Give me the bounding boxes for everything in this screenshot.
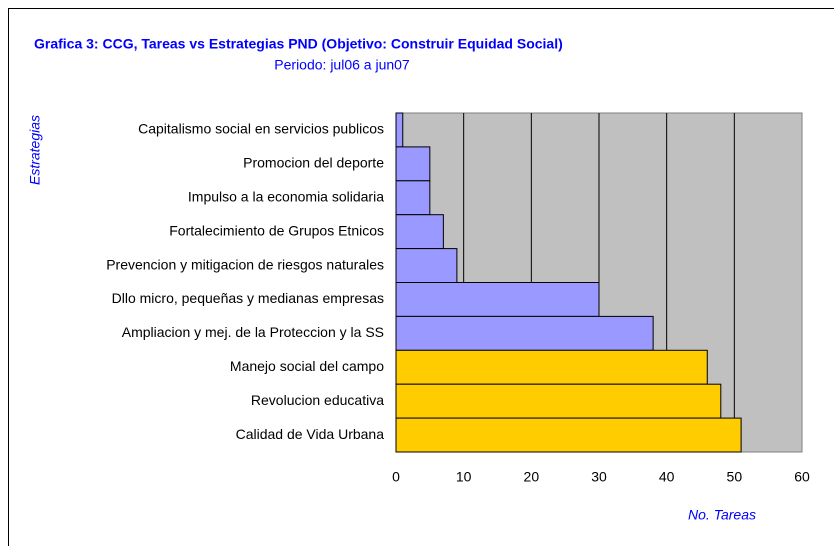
y-tick-label: Prevencion y mitigacion de riesgos natur… [106,256,384,272]
x-tick-label: 30 [591,469,607,485]
bar [395,349,708,385]
y-axis-label: Estrategias [27,115,43,185]
x-tick-label: 50 [727,469,743,485]
chart-subtitle: Periodo: jul06 a jun07 [274,57,410,73]
bar [395,214,444,250]
y-tick-label: Ampliacion y mej. de la Proteccion y la … [122,324,384,340]
bar [395,417,742,453]
y-tick-label: Revolucion educativa [251,392,384,408]
y-tick-label: Fortalecimiento de Grupos Etnicos [169,222,384,238]
bar [395,146,431,182]
y-tick-label: Capitalismo social en servicios publicos [138,121,384,137]
bar [395,315,654,351]
bar [395,180,431,216]
x-tick-label: 20 [524,469,540,485]
y-tick-label: Calidad de Vida Urbana [236,426,385,442]
x-tick-label: 10 [456,469,472,485]
bar [395,282,600,317]
x-tick-label: 40 [659,469,675,485]
x-tick-label: 0 [392,469,400,485]
y-tick-label: Manejo social del campo [230,358,384,374]
x-tick-label: 60 [794,469,810,485]
y-tick-label: Dllo micro, pequeñas y medianas empresas [112,290,384,306]
x-axis-label: No. Tareas [688,507,756,523]
chart-title: Grafica 3: CCG, Tareas vs Estrategias PN… [34,36,563,52]
bar [395,248,458,284]
bar [395,112,404,148]
y-tick-label: Impulso a la economia solidaria [188,188,384,204]
bar [395,383,722,419]
y-tick-label: Promocion del deporte [243,155,384,171]
